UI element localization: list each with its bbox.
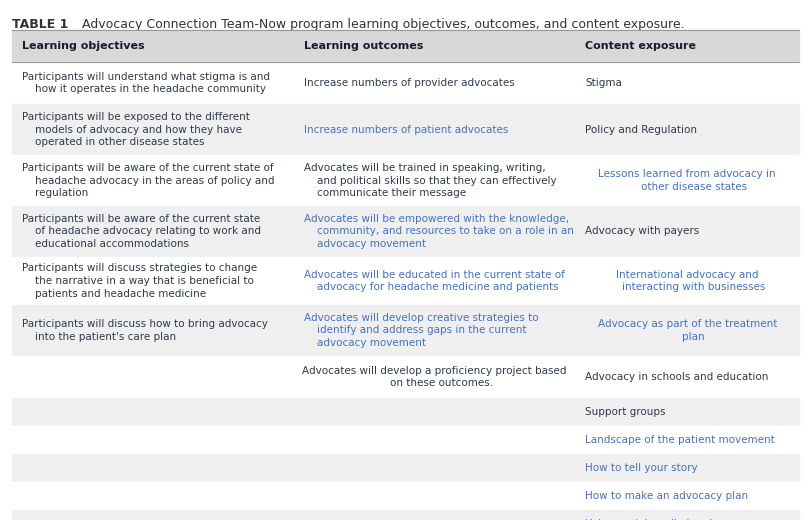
Text: Increase numbers of provider advocates: Increase numbers of provider advocates — [304, 78, 514, 88]
Text: Advocates will be trained in speaking, writing,
    and political skills so that: Advocates will be trained in speaking, w… — [304, 163, 556, 198]
Bar — [12, 30, 799, 62]
Bar — [12, 454, 799, 482]
Text: How to make an advocacy plan: How to make an advocacy plan — [586, 491, 749, 501]
Text: Learning objectives: Learning objectives — [22, 41, 144, 51]
Text: Participants will discuss how to bring advocacy
    into the patient's care plan: Participants will discuss how to bring a… — [22, 319, 268, 342]
Text: Advocacy in schools and education: Advocacy in schools and education — [586, 372, 769, 382]
Bar — [12, 62, 799, 104]
Text: Advocacy as part of the treatment
    plan: Advocacy as part of the treatment plan — [598, 319, 777, 342]
Bar — [12, 305, 799, 356]
Text: Participants will be aware of the current state
    of headache advocacy relatin: Participants will be aware of the curren… — [22, 214, 261, 249]
Text: Participants will be aware of the current state of
    headache advocacy in the : Participants will be aware of the curren… — [22, 163, 274, 198]
Bar — [12, 426, 799, 454]
Bar — [12, 482, 799, 510]
Text: Increase numbers of patient advocates: Increase numbers of patient advocates — [304, 124, 508, 135]
Text: Advocacy with payers: Advocacy with payers — [586, 227, 700, 237]
Text: Participants will be exposed to the different
    models of advocacy and how the: Participants will be exposed to the diff… — [22, 112, 250, 147]
Bar — [12, 155, 799, 206]
Text: Advocates will be empowered with the knowledge,
    community, and resources to : Advocates will be empowered with the kno… — [304, 214, 573, 249]
Text: Participants will understand what stigma is and
    how it operates in the heada: Participants will understand what stigma… — [22, 72, 270, 95]
Text: Advocacy Connection Team-Now program learning objectives, outcomes, and content : Advocacy Connection Team-Now program lea… — [74, 18, 684, 31]
Text: International advocacy and
    interacting with businesses: International advocacy and interacting w… — [609, 269, 766, 292]
Text: Landscape of the patient movement: Landscape of the patient movement — [586, 435, 775, 445]
Text: Learning outcomes: Learning outcomes — [304, 41, 423, 51]
Text: How to tell your story: How to tell your story — [586, 463, 698, 473]
Text: Advocates will be educated in the current state of
    advocacy for headache med: Advocates will be educated in the curren… — [304, 269, 564, 292]
Bar — [12, 356, 799, 398]
Text: Advocates will develop a proficiency project based
    on these outcomes.: Advocates will develop a proficiency pro… — [303, 366, 567, 388]
Text: Using social media in advocacy: Using social media in advocacy — [586, 519, 749, 520]
Bar — [12, 206, 799, 257]
Text: Support groups: Support groups — [586, 407, 666, 417]
Text: Content exposure: Content exposure — [586, 41, 697, 51]
Bar — [12, 398, 799, 426]
Text: Participants will discuss strategies to change
    the narrative in a way that i: Participants will discuss strategies to … — [22, 263, 257, 299]
Text: Stigma: Stigma — [586, 78, 622, 88]
Bar — [12, 257, 799, 305]
Bar — [12, 104, 799, 155]
Text: TABLE 1: TABLE 1 — [12, 18, 68, 31]
Text: Advocates will develop creative strategies to
    identify and address gaps in t: Advocates will develop creative strategi… — [304, 313, 539, 348]
Text: Policy and Regulation: Policy and Regulation — [586, 124, 697, 135]
Bar — [12, 510, 799, 520]
Text: Lessons learned from advocacy in
    other disease states: Lessons learned from advocacy in other d… — [599, 169, 776, 192]
